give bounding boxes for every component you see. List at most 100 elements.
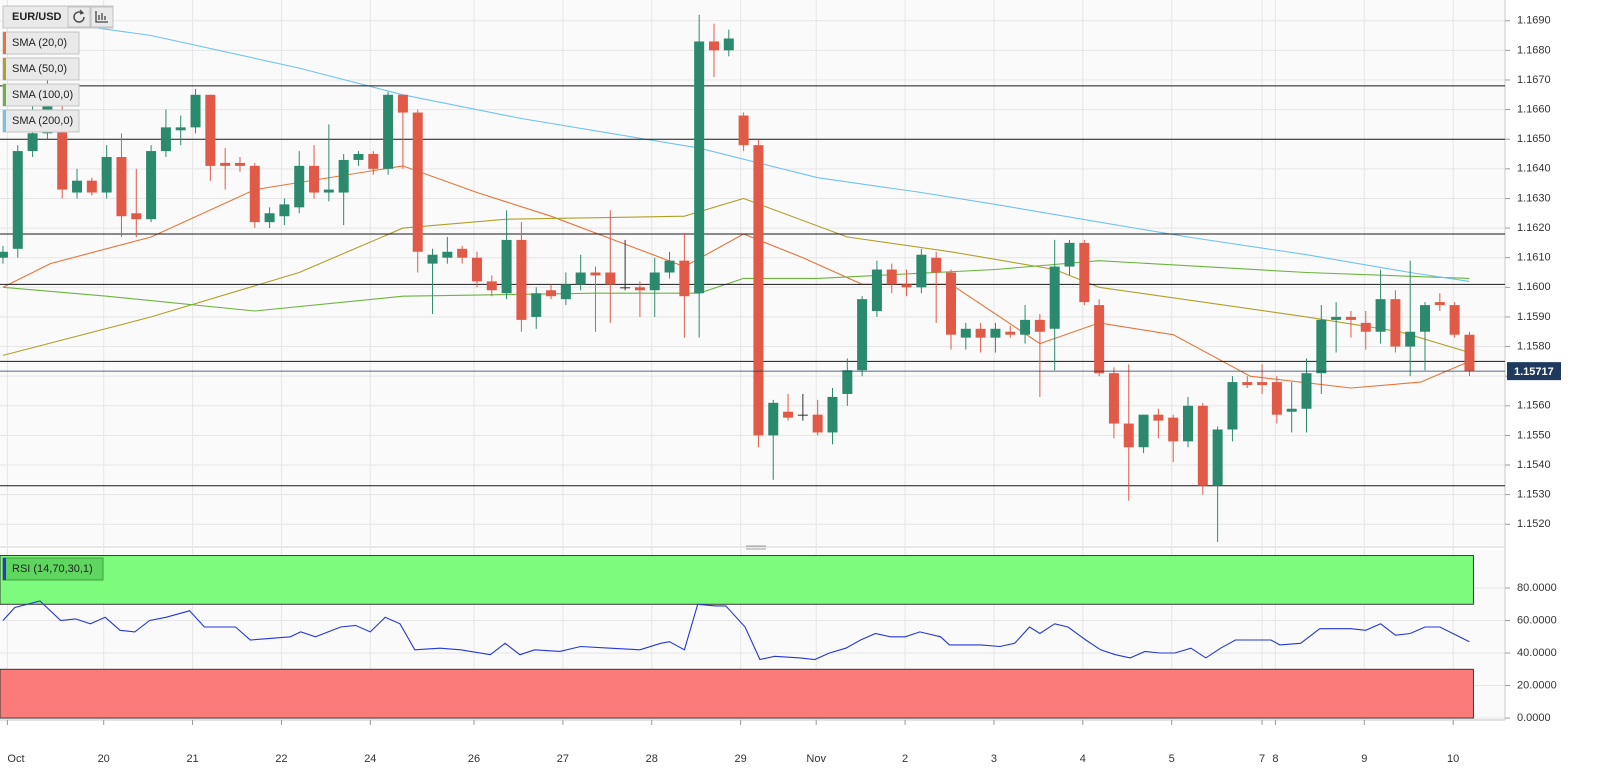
y-tick-label: 1.1680: [1517, 44, 1551, 56]
overbought-band: [0, 555, 1474, 605]
candle-body: [0, 251, 8, 258]
candle-body: [1123, 423, 1134, 448]
candle-body: [1434, 302, 1445, 306]
candle-body: [249, 165, 260, 223]
x-tick-label: 10: [1447, 753, 1459, 765]
candle-body: [220, 162, 231, 166]
candle-body: [1360, 322, 1371, 332]
y-tick-label: 1.1520: [1517, 518, 1551, 530]
candle-body: [1345, 316, 1356, 320]
candle-body: [486, 281, 497, 291]
y-tick-label: 1.1560: [1517, 400, 1551, 412]
candle-body: [190, 94, 201, 128]
candle-body: [694, 41, 705, 294]
candle-body: [175, 127, 186, 131]
candle-body: [945, 272, 956, 335]
legend-label: SMA (20,0): [12, 37, 67, 49]
candle-body: [797, 414, 808, 416]
candle-body: [234, 162, 245, 166]
candle-body: [57, 121, 68, 190]
candle-body: [1079, 242, 1090, 303]
y-tick-label: 1.1580: [1517, 340, 1551, 352]
candle-body: [575, 272, 586, 285]
x-tick-label: 22: [275, 753, 287, 765]
candle-body: [1316, 319, 1327, 374]
candle-body: [338, 159, 349, 193]
divider-handle[interactable]: [746, 545, 766, 550]
candle-body: [12, 151, 23, 249]
candle-body: [634, 287, 645, 291]
candle-body: [708, 41, 719, 51]
oversold-band: [0, 668, 1474, 719]
rsi-tick-label: 80.0000: [1517, 582, 1557, 594]
candle-body: [560, 284, 571, 300]
candle-body: [1094, 305, 1105, 374]
rsi-tick-label: 0.0000: [1517, 712, 1551, 724]
candle-body: [1331, 316, 1342, 320]
candle-body: [1034, 319, 1045, 332]
candle-body: [931, 257, 942, 273]
y-tick-label: 1.1660: [1517, 103, 1551, 115]
candle-body: [990, 328, 1001, 338]
chart-icon[interactable]: [90, 6, 114, 28]
candle-body: [1168, 417, 1179, 442]
candle-body: [857, 299, 868, 371]
candle-body: [916, 254, 927, 288]
legend-label: SMA (200,0): [12, 115, 73, 127]
refresh-icon[interactable]: [67, 6, 91, 28]
candle-body: [264, 213, 275, 223]
candle-body: [1390, 299, 1401, 347]
rsi-line: [2, 600, 1470, 661]
y-tick-label: 1.1550: [1517, 429, 1551, 441]
candle-body: [649, 272, 660, 291]
candle-body: [723, 38, 734, 51]
candle-body: [442, 251, 453, 258]
y-tick-label: 1.1530: [1517, 489, 1551, 501]
candle-body: [205, 94, 216, 166]
candle-body: [471, 257, 482, 282]
y-tick-label: 1.1630: [1517, 192, 1551, 204]
candle-body: [768, 402, 779, 436]
candle-body: [546, 290, 557, 297]
candle-body: [501, 239, 512, 294]
y-tick-label: 1.1620: [1517, 222, 1551, 234]
y-tick-label: 1.1690: [1517, 15, 1551, 27]
x-tick-label: 9: [1361, 753, 1367, 765]
legend-label: SMA (50,0): [12, 63, 67, 75]
candle-body: [86, 180, 97, 193]
candle-body: [457, 248, 468, 258]
y-tick-label: 1.1670: [1517, 74, 1551, 86]
x-tick-label: 26: [468, 753, 480, 765]
candle-body: [1138, 414, 1149, 448]
x-tick-label: 3: [991, 753, 997, 765]
legend-swatch: [3, 84, 6, 106]
candle-body: [1257, 382, 1268, 386]
candle-body: [1064, 242, 1075, 267]
candle-body: [1271, 382, 1282, 415]
candle-body: [886, 269, 897, 285]
candle-body: [160, 127, 171, 152]
rsi-tick-label: 60.0000: [1517, 614, 1557, 626]
candle-body: [279, 204, 290, 217]
candle-body: [146, 151, 157, 220]
candle-body: [323, 189, 334, 193]
candle-body: [1020, 319, 1031, 335]
candle-body: [1227, 382, 1238, 430]
x-tick-label: 21: [186, 753, 198, 765]
sma-line: [2, 260, 1470, 312]
x-tick-label: 24: [364, 753, 376, 765]
y-tick-label: 1.1640: [1517, 163, 1551, 175]
legend-swatch: [3, 558, 6, 580]
candle-body: [1375, 299, 1386, 332]
x-tick-label: 5: [1169, 753, 1175, 765]
y-tick-label: 1.1590: [1517, 311, 1551, 323]
candle-body: [679, 260, 690, 297]
candle-body: [620, 287, 631, 289]
candle-body: [842, 370, 853, 394]
y-tick-label: 1.1610: [1517, 252, 1551, 264]
candle-body: [516, 239, 527, 320]
last-price-box: [1507, 362, 1561, 381]
symbol: EUR/USD: [12, 11, 62, 23]
